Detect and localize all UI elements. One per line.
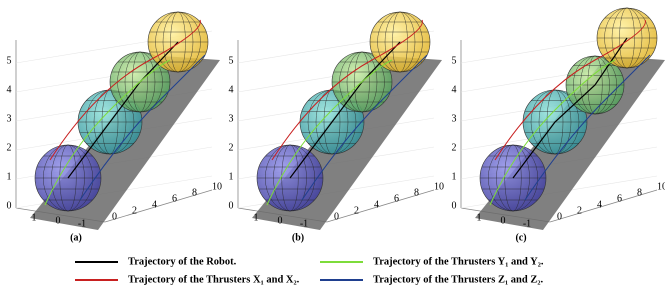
z-tick-label: 1: [452, 171, 457, 182]
y-tick-label: 10: [212, 181, 222, 192]
y-tick-label: 8: [192, 187, 197, 198]
z-tick-label: 3: [229, 113, 234, 124]
x-tick-label: 0: [501, 215, 506, 226]
panel-label: (c): [515, 232, 526, 243]
y-tick-label: 2: [132, 205, 137, 216]
z-tick-label: 5: [452, 55, 457, 66]
legend-label: Trajectory of the Thrusters Y₁ and Y₂.: [373, 256, 544, 267]
x-tick-label: 1: [477, 212, 482, 223]
y-tick-label: 0: [112, 211, 117, 222]
z-tick-label: 1: [7, 171, 12, 182]
y-tick-label: 8: [414, 187, 419, 198]
z-tick-label: 3: [7, 113, 12, 124]
legend-label: Trajectory of the Thrusters X₁ and X₂.: [128, 274, 300, 285]
z-tick-label: 5: [7, 55, 12, 66]
y-tick-label: 8: [637, 187, 642, 198]
x-tick-label: 0: [278, 215, 283, 226]
z-tick-label: 0: [7, 200, 12, 211]
legend-label: Trajectory of the Thrusters Z₁ and Z₂.: [373, 274, 543, 285]
z-tick-label: 1: [229, 171, 234, 182]
z-tick-label: 0: [229, 200, 234, 211]
y-tick-label: 4: [152, 199, 157, 210]
y-tick-label: 2: [577, 205, 582, 216]
y-tick-label: 2: [354, 205, 359, 216]
z-tick-label: 2: [452, 142, 457, 153]
y-tick-label: 10: [434, 181, 444, 192]
z-tick-label: 4: [7, 84, 12, 95]
x-tick-label: -1: [78, 218, 86, 229]
panel-label: (a): [70, 232, 82, 243]
z-tick-label: 3: [452, 113, 457, 124]
y-tick-label: 4: [374, 199, 379, 210]
y-tick-label: 6: [172, 193, 177, 204]
z-tick-label: 5: [229, 55, 234, 66]
x-tick-label: -1: [300, 218, 308, 229]
y-tick-label: 6: [394, 193, 399, 204]
z-tick-label: 2: [229, 142, 234, 153]
z-tick-label: 2: [7, 142, 12, 153]
z-tick-label: 0: [452, 200, 457, 211]
x-tick-label: 0: [56, 215, 61, 226]
y-tick-label: 4: [597, 199, 602, 210]
legend-label: Trajectory of the Robot.: [128, 256, 237, 267]
y-tick-label: 10: [657, 181, 665, 192]
z-tick-label: 4: [229, 84, 234, 95]
y-tick-label: 6: [617, 193, 622, 204]
y-tick-label: 0: [557, 211, 562, 222]
x-tick-label: 1: [32, 212, 37, 223]
x-tick-label: 1: [254, 212, 259, 223]
z-tick-label: 4: [452, 84, 457, 95]
x-tick-label: -1: [523, 218, 531, 229]
y-tick-label: 0: [334, 211, 339, 222]
panel-label: (b): [292, 232, 304, 243]
